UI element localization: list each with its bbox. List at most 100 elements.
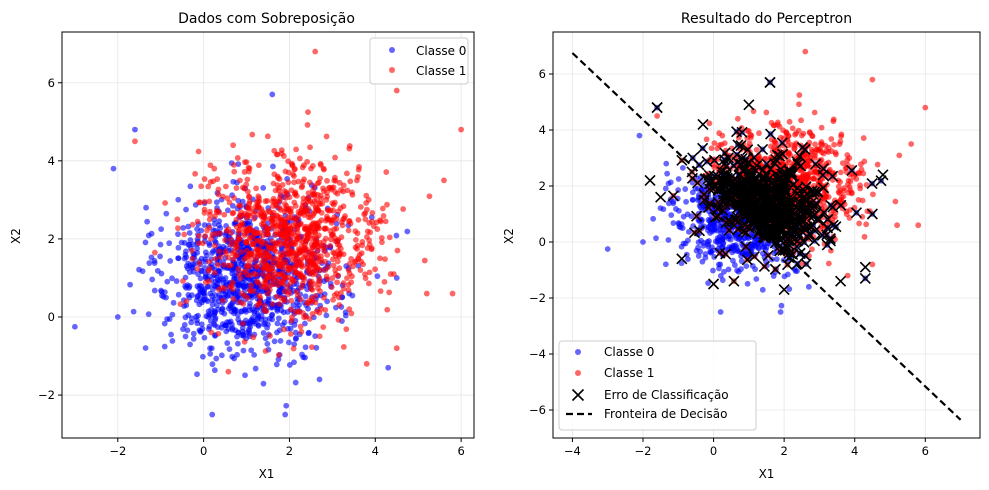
point-classe-0: [636, 132, 643, 139]
point-classe-1: [289, 257, 296, 263]
point-classe-1: [278, 254, 285, 260]
point-classe-1: [205, 267, 212, 274]
point-classe-1: [194, 265, 201, 272]
point-classe-1: [304, 122, 311, 128]
point-classe-1: [357, 267, 364, 274]
point-classe-0: [175, 255, 182, 262]
error-marker: [727, 175, 739, 187]
error-marker: [816, 229, 828, 241]
point-classe-1: [320, 238, 327, 245]
point-classe-1: [250, 240, 257, 247]
point-classe-1: [386, 234, 393, 241]
point-classe-0: [245, 326, 252, 333]
point-classe-0: [207, 318, 214, 324]
point-classe-0: [209, 301, 216, 308]
point-classe-1: [378, 234, 385, 241]
point-classe-1: [279, 182, 286, 188]
point-classe-1: [287, 215, 294, 221]
point-classe-1: [753, 146, 760, 153]
point-classe-1: [303, 313, 310, 320]
point-classe-1: [275, 352, 282, 358]
point-classe-1: [241, 292, 248, 299]
point-classe-1: [269, 301, 276, 307]
point-classe-0: [190, 335, 197, 342]
error-marker: [827, 201, 839, 213]
point-classe-1: [291, 166, 298, 173]
point-classe-0: [738, 258, 745, 265]
point-classe-1: [811, 175, 818, 182]
point-classe-1: [352, 236, 359, 243]
point-classe-1: [892, 198, 899, 205]
point-classe-1: [838, 133, 844, 140]
point-classe-1: [382, 256, 388, 263]
point-classe-1: [237, 275, 244, 282]
point-classe-1: [323, 133, 330, 140]
error-marker: [764, 163, 776, 175]
point-classe-1: [863, 181, 870, 188]
y-axis-label: X2: [9, 228, 23, 244]
error-marker: [817, 169, 829, 181]
point-classe-1: [802, 48, 809, 55]
point-classe-1: [333, 225, 340, 232]
point-classe-1: [721, 140, 728, 147]
point-classe-1: [381, 278, 388, 285]
point-classe-1: [793, 140, 800, 147]
point-classe-0: [805, 283, 812, 290]
point-classe-1: [811, 109, 818, 116]
error-marker: [720, 185, 732, 197]
point-classe-1: [654, 113, 661, 119]
error-marker: [762, 250, 774, 262]
point-classe-1: [281, 218, 288, 225]
point-classe-1: [196, 240, 202, 247]
point-classe-1: [288, 306, 294, 313]
point-classe-0: [277, 337, 284, 344]
point-classe-1: [255, 203, 262, 210]
point-classe-1: [863, 221, 870, 228]
point-classe-0: [207, 345, 213, 352]
point-classe-0: [234, 311, 241, 318]
point-classe-1: [308, 295, 315, 302]
point-classe-1: [316, 179, 322, 186]
error-marker: [712, 210, 724, 222]
error-marker: [794, 150, 806, 162]
point-classe-1: [363, 206, 370, 213]
error-marker: [697, 118, 709, 130]
point-classe-0: [166, 240, 173, 247]
point-classe-0: [260, 330, 267, 336]
point-classe-1: [299, 280, 306, 287]
point-classe-1: [318, 253, 324, 260]
point-classe-1: [220, 261, 227, 268]
error-marker: [743, 184, 755, 196]
point-classe-1: [346, 145, 353, 152]
point-classe-0: [753, 276, 760, 282]
point-classe-1: [845, 177, 852, 184]
point-classe-1: [207, 211, 213, 218]
error-marker: [798, 236, 810, 248]
point-classe-1: [297, 323, 304, 330]
point-classe-1: [300, 199, 307, 206]
point-classe-1: [247, 263, 254, 270]
point-classe-1: [334, 238, 341, 244]
error-marker: [707, 183, 719, 195]
point-classe-1: [192, 170, 199, 177]
point-classe-1: [258, 259, 265, 266]
point-classe-1: [322, 307, 329, 313]
point-classe-1: [285, 179, 292, 186]
point-classe-0: [252, 365, 259, 372]
point-classe-1: [344, 275, 350, 282]
point-classe-0: [260, 380, 267, 387]
point-classe-1: [274, 239, 281, 246]
points-layer: [571, 48, 962, 421]
point-classe-1: [874, 161, 881, 168]
error-marker: [810, 197, 822, 210]
point-classe-1: [368, 245, 375, 252]
error-marker: [757, 231, 769, 243]
point-classe-1: [284, 283, 291, 290]
point-classe-1: [289, 161, 296, 168]
point-classe-0: [216, 222, 222, 229]
point-classe-0: [302, 293, 309, 300]
point-classe-1: [250, 334, 257, 341]
error-marker: [731, 211, 744, 223]
point-classe-0: [206, 311, 213, 318]
point-classe-0: [183, 284, 189, 291]
